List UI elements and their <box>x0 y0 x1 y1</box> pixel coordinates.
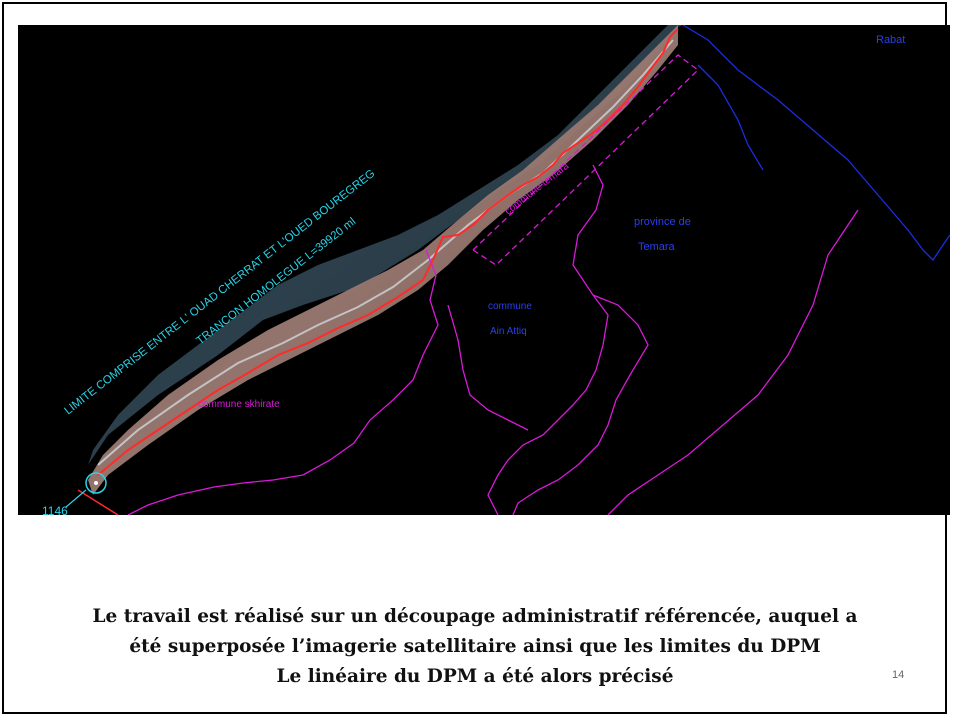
caption-line-1: Le travail est réalisé sur un découpage … <box>92 606 858 627</box>
label-marker-id: 1146 <box>42 504 68 515</box>
boundary-marker-circle <box>85 472 107 494</box>
caption-line-3: Le linéaire du DPM a été alors précisé <box>276 666 674 687</box>
map-canvas: Rabat province de Temara commune Ain Att… <box>42 25 950 515</box>
page-number: 14 <box>892 669 905 681</box>
communal-boundaries <box>127 54 859 515</box>
label-rabat: Rabat <box>876 34 905 46</box>
slide-caption: Le travail est réalisé sur un découpage … <box>30 602 920 692</box>
label-ain-attiq-2: Ain Attiq <box>490 326 527 337</box>
dpm-limit-line <box>97 28 679 476</box>
label-province-temara-2: Temara <box>638 241 676 253</box>
boundary-marker-dot <box>94 481 98 485</box>
map-panel: Rabat province de Temara commune Ain Att… <box>18 25 950 515</box>
satellite-land-strip <box>88 25 678 495</box>
label-ain-attiq-1: commune <box>488 301 532 312</box>
marker-leader-line <box>65 489 87 508</box>
caption-line-2: été superposée l’imagerie satellitaire a… <box>129 636 821 657</box>
satellite-sea-strip <box>88 25 683 465</box>
surf-line <box>97 39 674 466</box>
label-commune-skhirate: commune skhirate <box>198 399 280 410</box>
label-province-temara-1: province de <box>634 216 691 228</box>
marker-red-tick <box>77 489 119 515</box>
rabat-boundary <box>682 25 950 262</box>
